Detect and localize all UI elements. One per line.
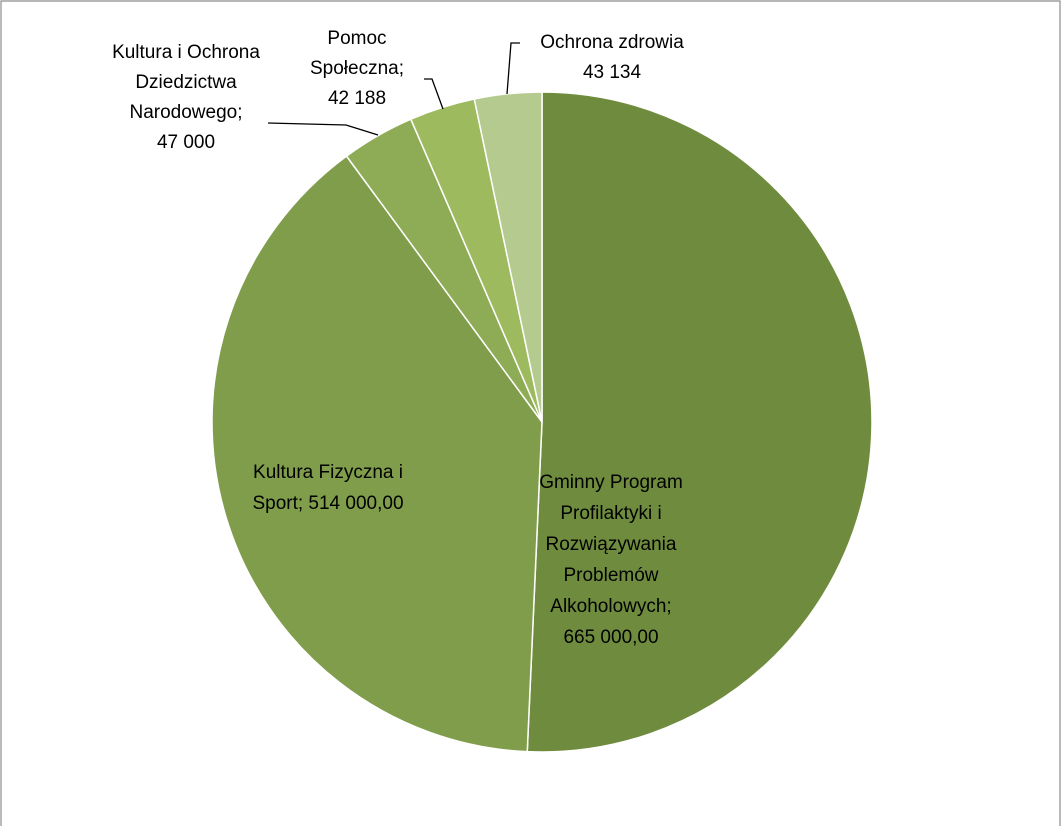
data-label-line: Narodowego;: [129, 102, 242, 123]
pie-slice-5: [473, 91, 543, 423]
data-label-line: Pomoc: [327, 28, 386, 49]
data-label-line: 665 000,00: [563, 627, 658, 648]
data-label-line: Rozwiązywania: [546, 534, 677, 555]
data-label-line: 43 134: [583, 62, 642, 83]
leader-line-4: [424, 78, 444, 110]
leader-line-3: [267, 122, 379, 136]
pie-slice-1: [526, 91, 873, 753]
pie-slices: [211, 91, 873, 753]
data-label-1: Gminny Program Profilaktyki i Rozwiązywani…: [539, 472, 683, 648]
leader-lines: [267, 42, 520, 136]
data-label-line: Profilaktyki i: [560, 503, 661, 524]
data-label-4: Pomoc Społeczna; 42 188: [310, 28, 404, 109]
data-label-line: Kultura Fizyczna i: [253, 462, 403, 483]
data-label-3: Kultura i Ochrona Dziedzictwa Narodowego; 4…: [112, 42, 260, 153]
data-label-line: 42 188: [328, 88, 386, 109]
data-label-line: Społeczna;: [310, 58, 404, 79]
data-label-line: 47 000: [157, 132, 215, 153]
data-label-2: Kultura Fizyczna i Sport; 514 000,00: [252, 462, 403, 514]
data-label-line: Sport; 514 000,00: [252, 493, 403, 514]
data-label-line: Gminny Program: [539, 472, 683, 493]
data-labels: Gminny Program Profilaktyki i Rozwiązywani…: [112, 28, 684, 648]
pie-slice-2: [211, 155, 543, 753]
data-label-line: Alkoholowych;: [550, 596, 671, 617]
data-label-5: Ochrona zdrowia 43 134: [540, 32, 684, 83]
data-label-line: Kultura i Ochrona: [112, 42, 260, 63]
leader-line-5: [506, 42, 520, 95]
data-label-line: Ochrona zdrowia: [540, 32, 684, 53]
data-label-line: Dziedzictwa: [135, 72, 237, 93]
data-label-line: Problemów: [563, 565, 658, 586]
